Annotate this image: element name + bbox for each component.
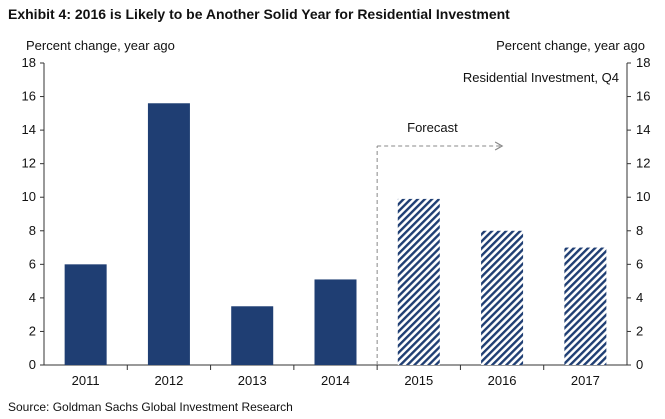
left-y-tick-label: 14 <box>22 122 36 137</box>
forecast-arrowhead <box>494 141 504 151</box>
right-y-tick-label: 10 <box>636 189 650 204</box>
series-label: Residential Investment, Q4 <box>463 70 619 85</box>
right-y-tick-label: 16 <box>636 89 650 104</box>
chart-title: Exhibit 4: 2016 is Likely to be Another … <box>8 6 510 22</box>
right-y-tick-label: 8 <box>636 223 643 238</box>
x-tick-label: 2014 <box>321 373 350 388</box>
left-axis-unit-label: Percent change, year ago <box>26 38 175 53</box>
bar-2012 <box>147 103 190 366</box>
x-tick-label: 2017 <box>571 373 600 388</box>
x-tick-label: 2011 <box>72 373 100 388</box>
forecast-bar-2017 <box>564 247 607 365</box>
left-y-tick-label: 6 <box>29 256 36 271</box>
x-tick-label: 2016 <box>488 373 517 388</box>
left-y-tick-label: 8 <box>29 223 36 238</box>
forecast-bar-2016 <box>481 230 524 365</box>
right-y-tick-label: 2 <box>636 323 643 338</box>
bar-2011 <box>64 264 107 365</box>
right-axis-unit-label: Percent change, year ago <box>496 38 645 53</box>
left-y-tick-label: 10 <box>22 189 36 204</box>
left-y-tick-label: 16 <box>22 89 36 104</box>
forecast-annotation: Forecast <box>407 120 458 135</box>
left-y-tick-label: 2 <box>29 323 36 338</box>
right-y-tick-label: 12 <box>636 156 650 171</box>
x-tick-label: 2015 <box>404 373 433 388</box>
bar-2014 <box>314 279 357 365</box>
right-y-tick-label: 0 <box>636 357 643 372</box>
left-y-tick-label: 4 <box>29 290 36 305</box>
bar-2013 <box>231 306 274 365</box>
source-note: Source: Goldman Sachs Global Investment … <box>8 400 293 414</box>
right-y-tick-label: 18 <box>636 55 650 70</box>
left-y-tick-label: 0 <box>29 357 36 372</box>
x-tick-label: 2012 <box>154 373 183 388</box>
left-y-tick-label: 18 <box>22 55 36 70</box>
bar-chart: 0 0 2 2 4 4 6 6 8 8 10 10 12 12 14 14 16 16 18 18 2011 2012 20… <box>22 55 651 388</box>
right-y-tick-label: 4 <box>636 290 643 305</box>
right-y-tick-label: 14 <box>636 122 650 137</box>
forecast-bar-2015 <box>397 198 440 365</box>
right-y-tick-label: 6 <box>636 256 643 271</box>
x-tick-label: 2013 <box>238 373 267 388</box>
left-y-tick-label: 12 <box>22 156 36 171</box>
